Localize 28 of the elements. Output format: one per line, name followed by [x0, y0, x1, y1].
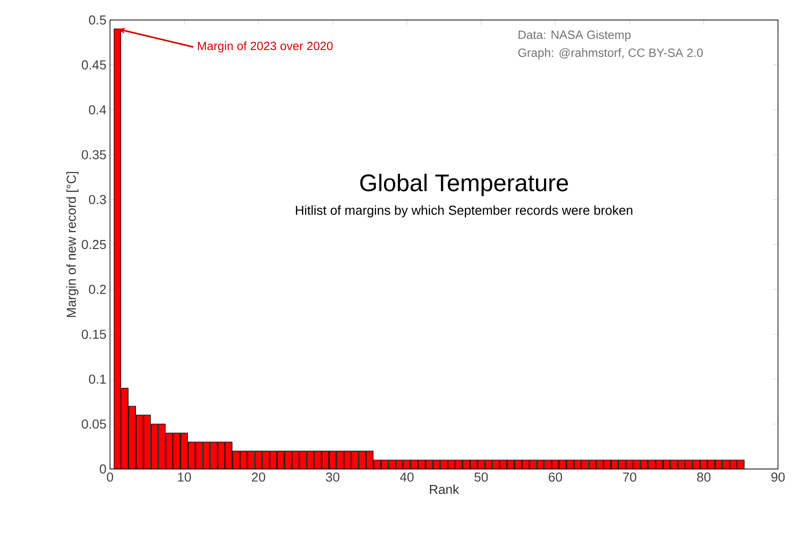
y-tick-label: 0.3	[88, 194, 106, 204]
x-tick-label: 30	[326, 472, 340, 482]
y-axis-title: Margin of new record [°C]	[66, 172, 78, 317]
text: Hitlist of margins by which September records were broken	[296, 205, 632, 218]
y-tick-label: 0	[100, 464, 106, 474]
y-tick-label: 0.15	[82, 330, 106, 339]
x-axis-title: Rank	[430, 484, 460, 494]
y-tick-label: 0.45	[82, 60, 106, 70]
annotation: Graph: @rahmstorf, CC BY-SA 2.0	[518, 48, 703, 60]
x-tick-label: 70	[623, 472, 636, 482]
y-tick-label: 0.05	[82, 419, 106, 429]
y-tick-label: 0.1	[88, 374, 106, 384]
y-tick-label: 0.4	[88, 105, 106, 114]
y-tick-label: 0.5	[88, 15, 106, 25]
annotation: Margin of 2023 over 2020	[198, 41, 333, 53]
x-tick-label: 80	[697, 472, 710, 482]
x-tick-label: 10	[178, 472, 191, 482]
text: Global Temperature	[360, 174, 568, 196]
x-tick-label: 50	[474, 472, 488, 482]
x-tick-label: 60	[548, 472, 562, 482]
y-tick-label: 0.25	[82, 240, 106, 250]
x-tick-label: 0	[106, 472, 114, 482]
y-tick-label: 0.2	[88, 284, 106, 294]
y-tick-label: 0.35	[82, 150, 106, 160]
x-tick-label: 40	[400, 472, 414, 482]
x-tick-label: 90	[771, 472, 785, 482]
x-tick-label: 20	[252, 472, 266, 482]
annotation: Data: NASA Gistemp	[518, 30, 631, 42]
